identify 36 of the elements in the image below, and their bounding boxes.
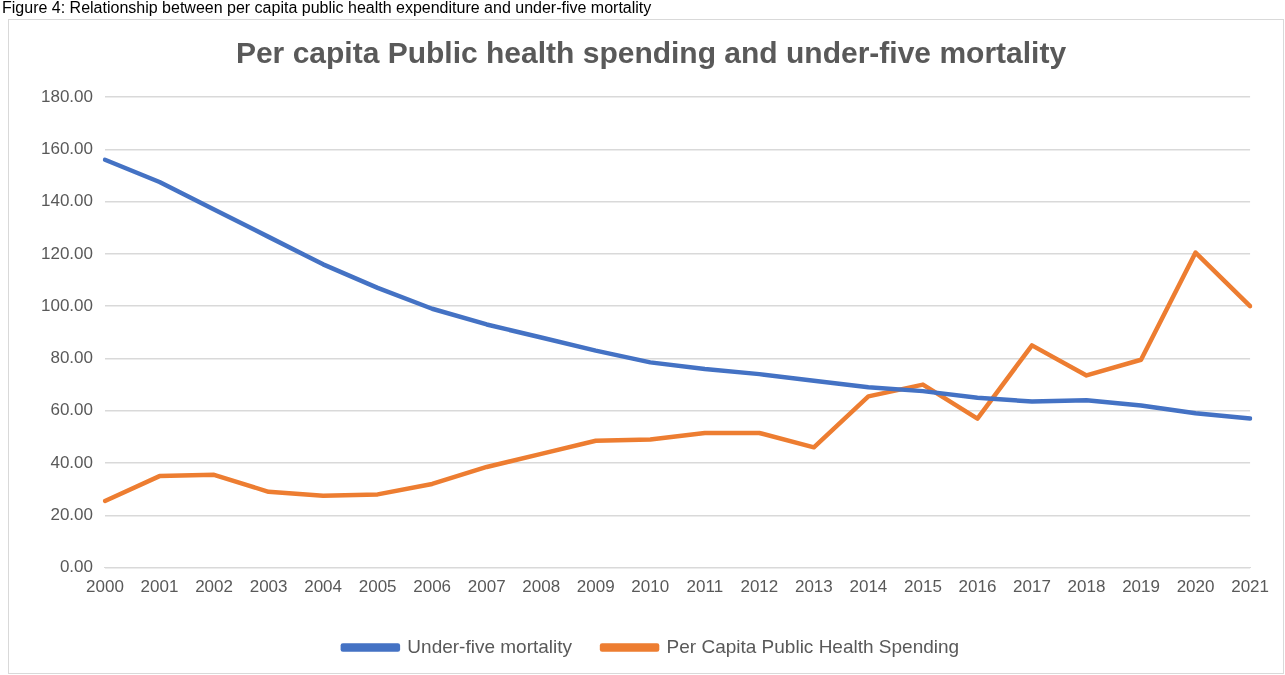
y-tick-label: 120.00 [41,243,93,263]
x-tick-label: 2020 [1176,577,1215,597]
x-tick-label: 2017 [1013,577,1051,597]
x-tick-label: 2006 [413,577,452,597]
x-tick-label: 2001 [140,577,179,597]
x-tick-label: 2008 [522,577,561,597]
x-tick-label: 2021 [1231,577,1269,597]
x-tick-label: 2000 [86,577,124,597]
y-tick-label: 100.00 [41,295,93,315]
x-tick-label: 2009 [576,577,615,597]
y-tick-label: 160.00 [41,138,93,158]
x-tick-label: 2012 [740,577,779,597]
x-tick-label: 2014 [849,577,888,597]
y-tick-label: 40.00 [50,452,93,472]
x-tick-label: 2011 [686,577,724,597]
y-tick-label: 140.00 [41,191,93,211]
x-tick-label: 2010 [631,577,670,597]
x-tick-label: 2002 [195,577,233,597]
y-tick-label: 0.00 [59,557,93,577]
chart-title: Per capita Public health spending and under-five mortality [235,36,1067,70]
y-tick-label: 80.00 [50,348,93,368]
y-tick-label: 180.00 [41,86,93,106]
legend-label: Per Capita Public Health Spending [666,635,960,657]
caption: Figure 4: Relationship between per capita public health expenditure and under-five mortality [1,0,653,18]
x-tick-label: 2007 [467,577,506,597]
legend-label: Under-five mortality [407,635,573,657]
x-tick-label: 2003 [249,577,288,597]
x-tick-label: 2019 [1122,577,1160,597]
x-tick-label: 2013 [794,577,833,597]
y-tick-label: 60.00 [50,400,93,420]
x-tick-label: 2016 [958,577,997,597]
x-tick-label: 2018 [1067,577,1106,597]
y-tick-label: 20.00 [50,505,93,524]
x-tick-label: 2015 [904,577,942,597]
x-tick-label: 2005 [358,577,397,597]
x-tick-label: 2004 [304,577,343,597]
